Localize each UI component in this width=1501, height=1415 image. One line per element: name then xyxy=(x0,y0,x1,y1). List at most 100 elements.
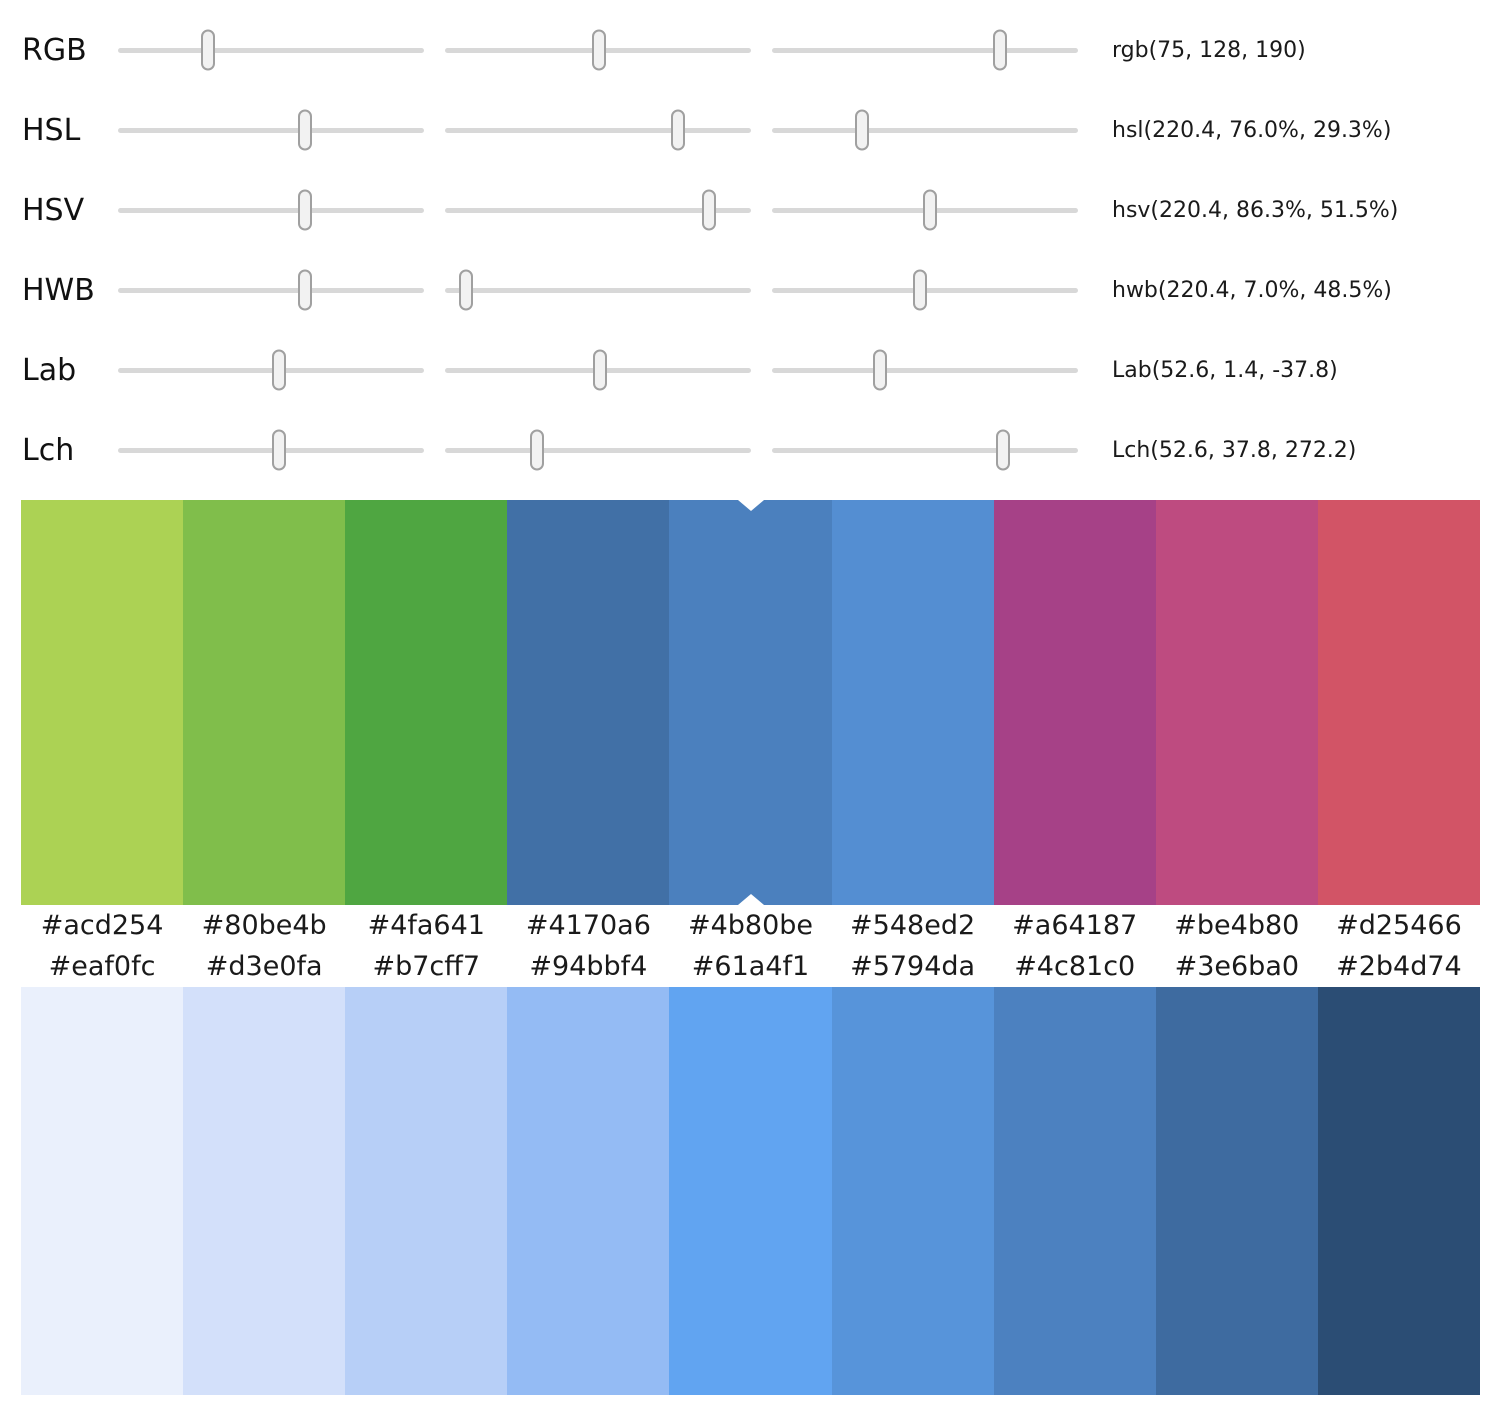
hue-swatch-8[interactable] xyxy=(1317,500,1480,905)
hsv-slider-3[interactable] xyxy=(772,186,1078,234)
lightness-hex-label-2: #b7cff7 xyxy=(372,951,481,982)
lightness-swatch-6[interactable] xyxy=(993,987,1156,1395)
colorspace-label-lch: Lch xyxy=(22,432,75,468)
slider-thumb[interactable] xyxy=(702,189,717,231)
hsv-slider-2[interactable] xyxy=(445,186,751,234)
slider-track xyxy=(772,47,1078,53)
lch-slider-3[interactable] xyxy=(772,426,1078,474)
slider-thumb[interactable] xyxy=(913,269,928,311)
slider-track xyxy=(445,447,751,453)
rgb-value-text: rgb(75, 128, 190) xyxy=(1112,37,1306,63)
lightness-swatch-4[interactable] xyxy=(669,987,832,1395)
lab-slider-2[interactable] xyxy=(445,346,751,394)
lch-slider-2[interactable] xyxy=(445,426,751,474)
hue-hex-label-8: #d25466 xyxy=(1336,910,1462,941)
lightness-palette xyxy=(21,987,1480,1395)
slider-thumb[interactable] xyxy=(592,349,607,391)
slider-thumb[interactable] xyxy=(459,269,474,311)
hue-hex-label-7: #be4b80 xyxy=(1174,910,1300,941)
slider-track xyxy=(772,447,1078,453)
color-sliders-panel: RGB rgb(75, 128, 190) HSL hsl(220.4, xyxy=(0,0,1501,490)
slider-track xyxy=(118,127,424,133)
lch-value-text: Lch(52.6, 37.8, 272.2) xyxy=(1112,437,1357,463)
slider-thumb[interactable] xyxy=(854,109,869,151)
slider-thumb[interactable] xyxy=(591,29,606,71)
hue-swatch-0[interactable] xyxy=(21,500,184,905)
slider-thumb[interactable] xyxy=(200,29,215,71)
hue-swatch-1[interactable] xyxy=(183,500,346,905)
lightness-swatch-8[interactable] xyxy=(1317,987,1480,1395)
hue-swatch-5[interactable] xyxy=(831,500,994,905)
lightness-swatch-7[interactable] xyxy=(1155,987,1318,1395)
lightness-swatch-0[interactable] xyxy=(21,987,184,1395)
lightness-hex-label-6: #4c81c0 xyxy=(1014,951,1136,982)
hue-swatch-3[interactable] xyxy=(507,500,670,905)
lab-slider-1[interactable] xyxy=(118,346,424,394)
slider-thumb[interactable] xyxy=(873,349,888,391)
slider-track xyxy=(772,127,1078,133)
slider-track xyxy=(445,287,751,293)
lightness-swatch-5[interactable] xyxy=(831,987,994,1395)
lightness-hex-label-5: #5794da xyxy=(850,951,976,982)
slider-row-hwb: HWB hwb(220.4, 7.0%, 48.5%) xyxy=(0,250,1501,330)
hsl-slider-1[interactable] xyxy=(118,106,424,154)
lightness-hex-label-8: #2b4d74 xyxy=(1336,951,1462,982)
hwb-slider-2[interactable] xyxy=(445,266,751,314)
slider-track xyxy=(445,127,751,133)
slider-thumb[interactable] xyxy=(996,429,1011,471)
lightness-hex-label-1: #d3e0fa xyxy=(205,951,323,982)
selected-swatch-notch-bottom xyxy=(737,894,764,905)
selected-swatch-notch-top xyxy=(737,500,764,511)
slider-row-hsv: HSV hsv(220.4, 86.3%, 51.5%) xyxy=(0,170,1501,250)
slider-track xyxy=(118,287,424,293)
hue-hex-label-4: #4b80be xyxy=(687,910,814,941)
slider-thumb[interactable] xyxy=(271,429,286,471)
hue-hex-label-5: #548ed2 xyxy=(850,910,976,941)
slider-thumb[interactable] xyxy=(298,269,313,311)
colorspace-label-lab: Lab xyxy=(22,352,77,388)
lightness-hex-label-3: #94bbf4 xyxy=(529,951,648,982)
hsv-slider-1[interactable] xyxy=(118,186,424,234)
slider-track xyxy=(118,367,424,373)
lightness-hex-label-7: #3e6ba0 xyxy=(1174,951,1300,982)
lightness-swatch-2[interactable] xyxy=(345,987,508,1395)
lab-slider-3[interactable] xyxy=(772,346,1078,394)
rgb-slider-3[interactable] xyxy=(772,26,1078,74)
slider-row-lch: Lch Lch(52.6, 37.8, 272.2) xyxy=(0,410,1501,490)
hsv-value-text: hsv(220.4, 86.3%, 51.5%) xyxy=(1112,197,1399,223)
hue-swatch-2[interactable] xyxy=(345,500,508,905)
lightness-hex-label-0: #eaf0fc xyxy=(48,951,156,982)
lightness-swatch-3[interactable] xyxy=(507,987,670,1395)
slider-row-rgb: RGB rgb(75, 128, 190) xyxy=(0,10,1501,90)
slider-thumb[interactable] xyxy=(922,189,937,231)
hwb-slider-3[interactable] xyxy=(772,266,1078,314)
slider-thumb[interactable] xyxy=(529,429,544,471)
hue-palette xyxy=(21,500,1480,905)
slider-row-hsl: HSL hsl(220.4, 76.0%, 29.3%) xyxy=(0,90,1501,170)
hue-swatch-6[interactable] xyxy=(993,500,1156,905)
rgb-slider-1[interactable] xyxy=(118,26,424,74)
slider-track xyxy=(118,47,424,53)
slider-track xyxy=(118,447,424,453)
hwb-slider-1[interactable] xyxy=(118,266,424,314)
hue-hex-label-1: #80be4b xyxy=(201,910,327,941)
hsl-slider-2[interactable] xyxy=(445,106,751,154)
hue-hex-label-3: #4170a6 xyxy=(525,910,651,941)
hsl-value-text: hsl(220.4, 76.0%, 29.3%) xyxy=(1112,117,1392,143)
slider-thumb[interactable] xyxy=(992,29,1007,71)
hsl-slider-3[interactable] xyxy=(772,106,1078,154)
slider-thumb[interactable] xyxy=(271,349,286,391)
colorspace-label-hsv: HSV xyxy=(22,192,85,228)
rgb-slider-2[interactable] xyxy=(445,26,751,74)
hue-hex-label-6: #a64187 xyxy=(1012,910,1138,941)
hue-swatch-4-selected[interactable] xyxy=(669,500,832,905)
colorspace-label-hwb: HWB xyxy=(22,272,95,308)
lightness-hex-label-4: #61a4f1 xyxy=(691,951,810,982)
lch-slider-1[interactable] xyxy=(118,426,424,474)
lab-value-text: Lab(52.6, 1.4, -37.8) xyxy=(1112,357,1338,383)
hue-swatch-7[interactable] xyxy=(1155,500,1318,905)
slider-thumb[interactable] xyxy=(298,109,313,151)
slider-thumb[interactable] xyxy=(298,189,313,231)
lightness-swatch-1[interactable] xyxy=(183,987,346,1395)
slider-thumb[interactable] xyxy=(670,109,685,151)
